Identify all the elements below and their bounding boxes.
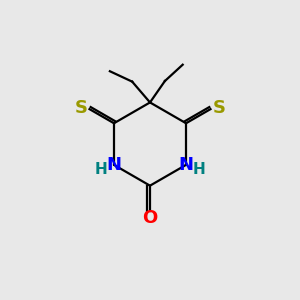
Text: N: N: [106, 156, 122, 174]
Text: H: H: [95, 162, 108, 177]
Text: N: N: [178, 156, 194, 174]
Text: S: S: [75, 99, 88, 117]
Text: O: O: [142, 209, 158, 227]
Text: S: S: [212, 99, 225, 117]
Text: H: H: [192, 162, 205, 177]
